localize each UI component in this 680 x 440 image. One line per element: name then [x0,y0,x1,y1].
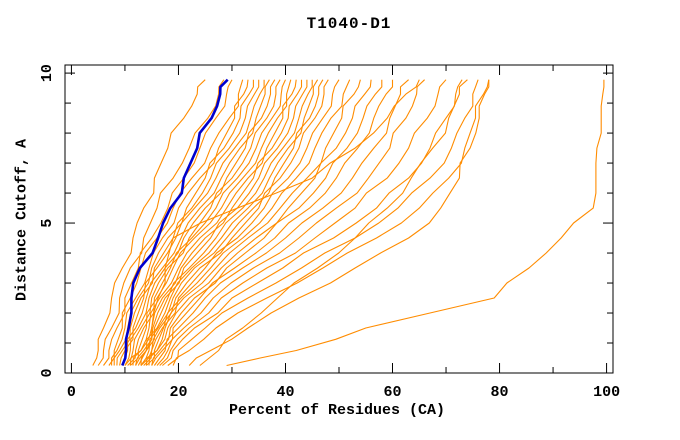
model-curve [129,79,297,366]
model-curve [153,79,409,366]
model-curve [129,79,292,366]
model-curve [121,79,270,366]
x-tick-label: 40 [276,384,294,401]
model-curve [226,79,605,367]
model-curve [188,79,490,366]
model-curve [140,79,420,366]
model-curve [140,79,329,366]
model-curve [97,79,225,366]
model-curve [162,79,463,366]
y-tick-label: 0 [39,368,56,377]
x-tick-label: 100 [593,384,620,401]
x-tick-label: 20 [169,384,187,401]
model-curve [92,79,206,366]
highlighted-model-curve [121,78,229,366]
model-curve [151,79,383,366]
model-curve [132,79,303,366]
model-curve [116,79,260,366]
x-tick-label: 0 [67,384,76,401]
model-curve [135,79,308,366]
model-curve [199,79,468,366]
model-curve [111,79,249,366]
model-curve [151,79,394,366]
model-curve [103,79,233,366]
model-curve [137,79,319,366]
model-curve [124,79,276,366]
model-curve [127,79,286,366]
model-curve [143,79,340,366]
x-tick-label: 80 [490,384,508,401]
x-axis-label: Percent of Residues (CA) [228,402,446,419]
model-curve [172,79,490,366]
y-tick-label: 5 [39,219,56,228]
plot-title: T1040-D1 [306,15,392,33]
model-curve [167,79,479,366]
model-curve [145,79,361,366]
model-curve [140,79,324,366]
plot-frame [64,64,614,374]
y-axis-label: Distance Cutoff, A [13,138,31,302]
model-curve [145,79,351,366]
x-tick-label: 60 [383,384,401,401]
y-tick-label: 10 [39,64,56,82]
curves-layer [92,78,605,367]
model-curve [156,79,425,366]
model-curve [108,79,244,366]
model-curve [159,79,447,366]
